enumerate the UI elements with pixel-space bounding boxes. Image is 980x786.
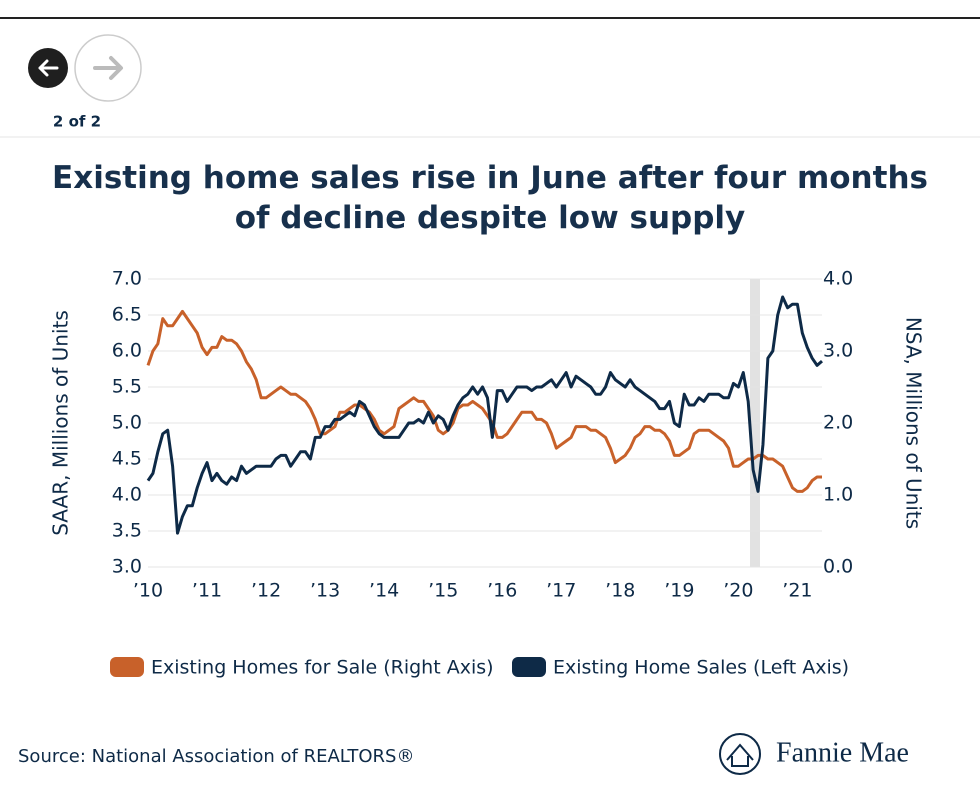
series-line (146, 295, 823, 535)
source-note: Source: National Association of REALTORS… (18, 746, 414, 767)
x-tick-label: ’21 (782, 580, 812, 602)
y-tick-label: 4.0 (112, 484, 142, 506)
back-button[interactable] (28, 48, 68, 88)
brand-name: Fannie Mae (776, 737, 909, 768)
y-tick-label: 4.5 (112, 448, 142, 470)
x-tick-label: ’18 (605, 580, 635, 602)
y-tick-label: 5.5 (112, 376, 142, 398)
legend-swatch (512, 657, 546, 677)
x-tick-label: ’19 (664, 580, 694, 602)
page-counter: 2 of 2 (53, 113, 101, 131)
x-tick-label: ’14 (369, 580, 399, 602)
x-tick-label: ’16 (487, 580, 517, 602)
x-tick-label: ’15 (428, 580, 458, 602)
y2-axis-label: NSA, Millions of Units (902, 317, 926, 529)
brand-logo (719, 733, 761, 775)
legend-label: Existing Homes for Sale (Right Axis) (151, 657, 494, 679)
y2-tick-label: 4.0 (823, 268, 853, 290)
y2-tick-label: 2.0 (823, 412, 853, 434)
y-tick-label: 5.0 (112, 412, 142, 434)
x-tick-label: ’20 (723, 580, 753, 602)
y2-tick-label: 3.0 (823, 340, 853, 362)
y-tick-label: 6.5 (112, 304, 142, 326)
legend-swatch (110, 657, 144, 677)
y-axis-label: SAAR, Millions of Units (49, 310, 73, 536)
forward-button[interactable] (74, 34, 142, 102)
x-tick-label: ’11 (192, 580, 222, 602)
x-tick-label: ’10 (133, 580, 163, 602)
y-tick-label: 3.0 (112, 556, 142, 578)
x-tick-label: ’12 (251, 580, 281, 602)
y-tick-label: 6.0 (112, 340, 142, 362)
y2-tick-label: 1.0 (823, 484, 853, 506)
series-line (146, 309, 822, 493)
legend-label: Existing Home Sales (Left Axis) (553, 657, 849, 679)
y2-tick-label: 0.0 (823, 556, 853, 578)
x-tick-label: ’17 (546, 580, 576, 602)
y-tick-label: 3.5 (112, 520, 142, 542)
chart-title: Existing home sales rise in June after f… (52, 160, 928, 236)
y-tick-label: 7.0 (112, 268, 142, 290)
x-tick-label: ’13 (310, 580, 340, 602)
